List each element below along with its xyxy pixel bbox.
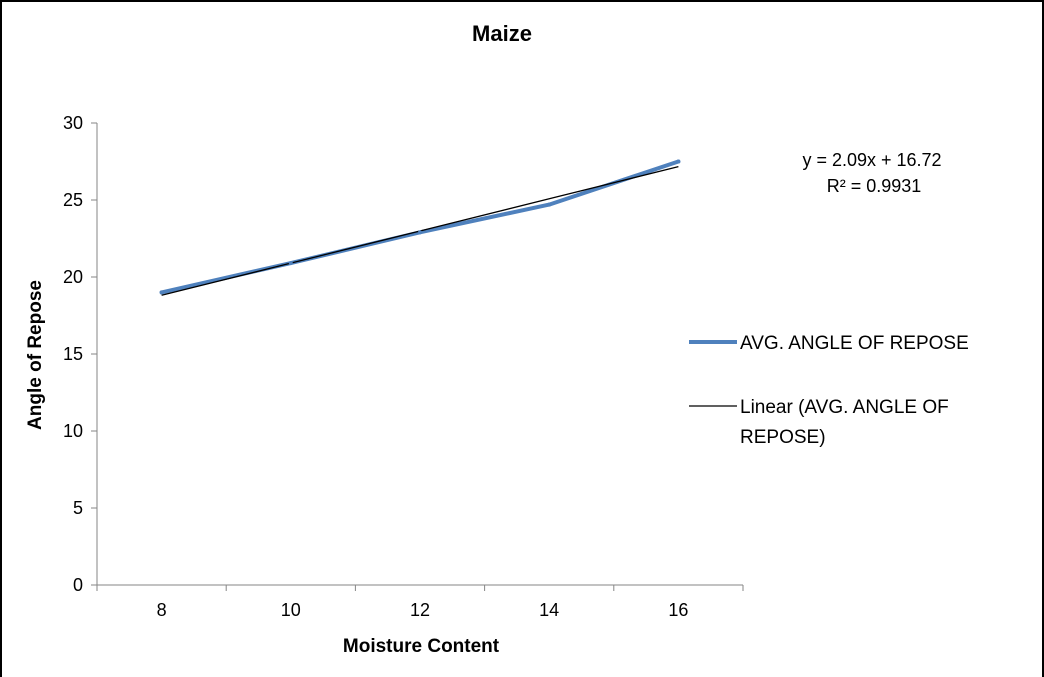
y-tick-label: 25 [63,190,83,210]
data-point-avg [159,290,164,295]
legend: AVG. ANGLE OF REPOSE Linear (AVG. ANGLE … [689,333,969,448]
y-tick-label: 0 [73,575,83,595]
x-tick-label: 10 [281,600,301,620]
data-point-avg [288,261,293,266]
x-axis-title: Moisture Content [343,636,500,657]
y-axis-title: Angle of Repose [25,280,46,430]
data-point-avg [547,202,552,207]
x-tick-label: 12 [410,600,430,620]
data-point-avg [676,159,681,164]
x-tick-label: 8 [157,600,167,620]
x-axis-ticks: 8 10 12 14 16 [96,585,744,620]
y-tick-label: 10 [63,421,83,441]
series-line-avg-angle-of-repose [159,159,681,295]
y-tick-label: 20 [63,267,83,287]
chart-title: Maize [472,21,532,46]
y-tick-label: 30 [63,113,83,133]
data-point-avg [418,230,422,235]
legend-label-linear-line2: REPOSE) [740,427,826,448]
x-tick-label: 16 [668,600,688,620]
trendline-r-squared: R² = 0.9931 [827,176,922,196]
x-tick-label: 14 [539,600,559,620]
trendline-equation: y = 2.09x + 16.72 [802,150,941,170]
legend-label-avg: AVG. ANGLE OF REPOSE [740,333,969,354]
legend-label-linear-line1: Linear (AVG. ANGLE OF [740,397,949,418]
series-points [159,159,681,295]
y-tick-label: 5 [73,498,83,518]
y-axis-ticks: 0 5 10 15 20 25 30 [63,113,97,595]
y-tick-label: 15 [63,344,83,364]
